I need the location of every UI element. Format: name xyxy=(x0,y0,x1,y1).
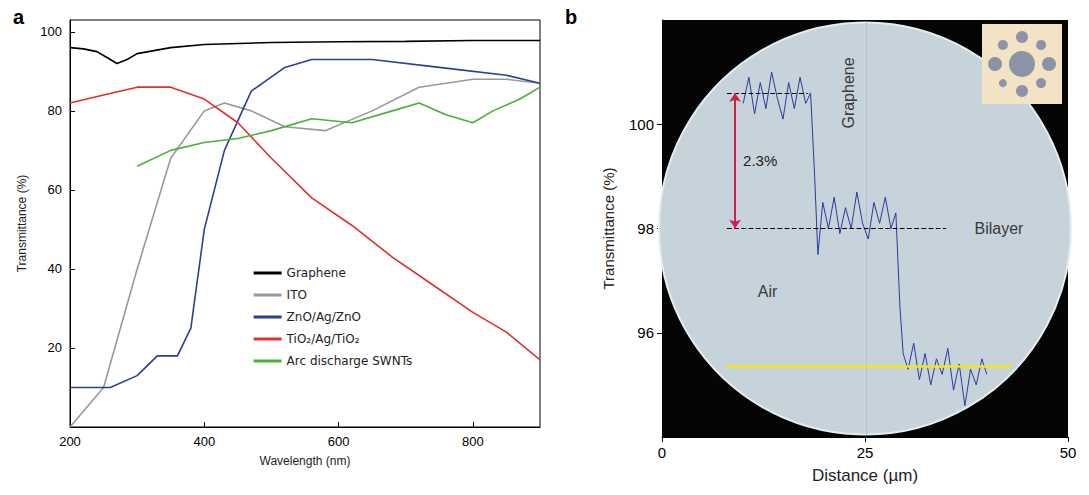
svg-text:Bilayer: Bilayer xyxy=(975,220,1025,237)
svg-text:ZnO/Ag/ZnO: ZnO/Ag/ZnO xyxy=(287,310,361,324)
svg-text:Distance (µm): Distance (µm) xyxy=(812,466,918,485)
svg-text:Transmittance (%): Transmittance (%) xyxy=(600,168,617,290)
svg-text:Graphene: Graphene xyxy=(840,57,857,128)
svg-text:100: 100 xyxy=(40,24,62,39)
svg-text:Graphene: Graphene xyxy=(287,266,346,280)
svg-text:TiO₂/Ag/TiO₂: TiO₂/Ag/TiO₂ xyxy=(286,332,360,346)
svg-text:800: 800 xyxy=(462,434,484,449)
svg-text:200: 200 xyxy=(59,434,81,449)
svg-text:60: 60 xyxy=(48,182,62,197)
svg-text:80: 80 xyxy=(48,103,62,118)
svg-text:96: 96 xyxy=(637,324,654,341)
svg-text:400: 400 xyxy=(193,434,215,449)
svg-text:ITO: ITO xyxy=(287,288,307,302)
svg-text:20: 20 xyxy=(48,340,62,355)
svg-text:0: 0 xyxy=(658,444,666,461)
svg-text:25: 25 xyxy=(857,444,874,461)
svg-text:Air: Air xyxy=(758,283,778,300)
svg-text:40: 40 xyxy=(48,261,62,276)
svg-text:b: b xyxy=(565,6,577,28)
svg-text:2.3%: 2.3% xyxy=(743,152,777,169)
svg-text:600: 600 xyxy=(328,434,350,449)
svg-text:Wavelength (nm): Wavelength (nm) xyxy=(260,454,351,468)
svg-text:100: 100 xyxy=(629,116,654,133)
svg-text:98: 98 xyxy=(637,220,654,237)
svg-text:a: a xyxy=(13,6,25,28)
svg-text:Arc discharge SWNTs: Arc discharge SWNTs xyxy=(287,354,413,368)
svg-text:50: 50 xyxy=(1060,444,1077,461)
svg-text:Transmittance (%): Transmittance (%) xyxy=(15,175,29,273)
